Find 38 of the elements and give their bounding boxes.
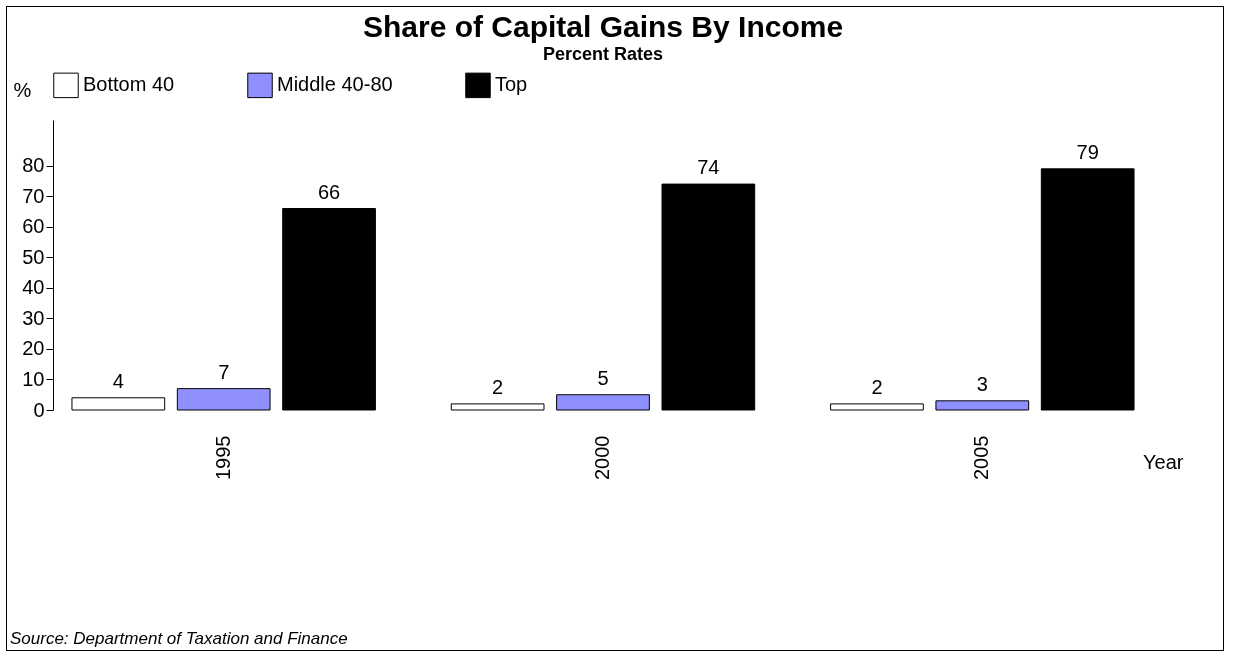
y-tick-label: 30 — [22, 306, 45, 329]
data-label: 2 — [871, 375, 883, 398]
bar — [282, 208, 376, 411]
chart-subtitle: Percent Rates — [542, 44, 664, 64]
legend-label: Top — [495, 73, 528, 96]
y-tick-label: 60 — [22, 215, 45, 238]
data-label: 74 — [697, 156, 720, 179]
bar — [71, 397, 166, 411]
data-label: 7 — [218, 360, 230, 383]
y-tick-label: 80 — [22, 154, 45, 177]
data-label: 3 — [976, 372, 988, 395]
y-tick-label: 40 — [22, 276, 45, 299]
y-tick-label: 0 — [33, 398, 45, 421]
y-tick-label: 10 — [22, 367, 45, 390]
y-tick-label: 50 — [22, 245, 45, 268]
chart-title: Share of Capital Gains By Income — [362, 10, 844, 43]
bar — [830, 403, 924, 411]
bar — [661, 183, 756, 411]
data-label: 4 — [112, 369, 124, 392]
x-tick-label: 2000 — [591, 435, 613, 480]
x-axis-title: Year — [1143, 450, 1184, 473]
data-label: 5 — [597, 366, 609, 389]
bar — [450, 403, 545, 411]
bar — [556, 394, 650, 411]
x-tick-label: 1995 — [211, 435, 234, 480]
legend-label: Bottom 40 — [83, 73, 175, 96]
x-tick-label: 2005 — [970, 435, 993, 480]
y-tick-label: 70 — [22, 184, 45, 207]
source-note: Source: Department of Taxation and Finance — [10, 629, 348, 649]
bar — [935, 400, 1030, 411]
bar — [176, 388, 271, 411]
data-label: 79 — [1076, 140, 1099, 163]
y-tick-label: 20 — [22, 337, 45, 360]
data-label: 2 — [492, 375, 504, 398]
data-label: 66 — [317, 180, 341, 203]
legend-label: Middle 40-80 — [277, 73, 393, 96]
y-axis-title: % — [13, 78, 32, 101]
bar — [1040, 168, 1135, 411]
